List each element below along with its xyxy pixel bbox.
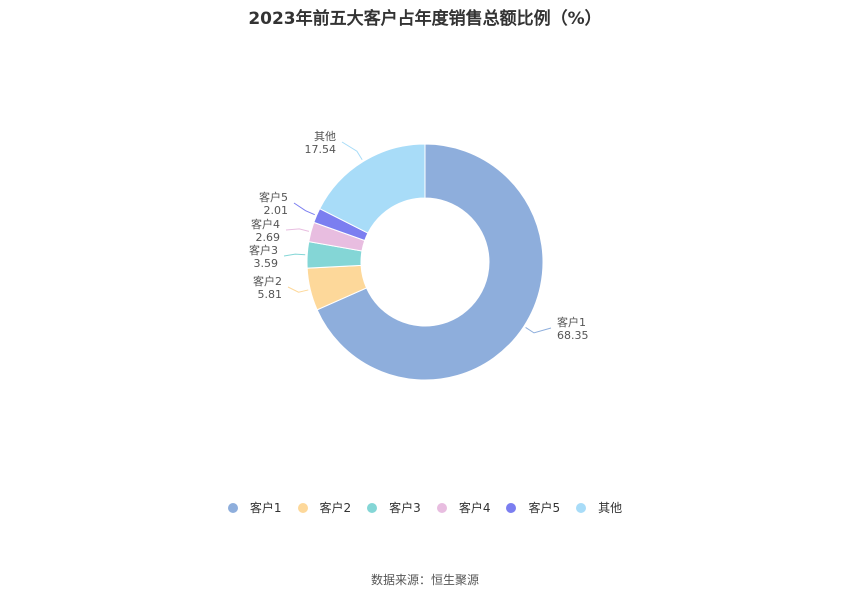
legend: 客户1 客户2 客户3 客户4 客户5 其他 <box>0 499 850 516</box>
legend-item-1[interactable]: 客户1 <box>227 499 282 516</box>
legend-label: 客户3 <box>389 501 421 515</box>
legend-item-4[interactable]: 客户4 <box>436 499 491 516</box>
legend-label: 客户5 <box>528 501 561 515</box>
legend-label: 客户1 <box>249 501 282 515</box>
legend-label: 客户2 <box>319 501 352 515</box>
legend-dot-icon <box>297 502 308 513</box>
legend-dot-icon <box>506 502 517 513</box>
slice-label-name-2: 客户2 <box>253 274 282 288</box>
legend-item-2[interactable]: 客户2 <box>297 499 352 516</box>
leader-line-5 <box>293 202 315 216</box>
slice-label-value-3: 3.59 <box>254 257 279 270</box>
slice-label-name-1: 客户1 <box>557 315 586 329</box>
legend-item-3[interactable]: 客户3 <box>367 499 421 516</box>
data-source: 数据来源：恒生聚源 <box>370 573 479 587</box>
slice-label-value-5: 2.01 <box>264 204 289 217</box>
slice-label-name-4: 客户4 <box>251 217 280 231</box>
legend-dot-icon <box>367 502 378 513</box>
leader-line-3 <box>283 253 306 257</box>
slice-label-value-6: 17.54 <box>305 143 337 156</box>
leader-line-6 <box>341 141 363 161</box>
legend-label: 其他 <box>598 501 623 515</box>
legend-dot-icon <box>576 502 587 513</box>
legend-label: 客户4 <box>458 501 491 515</box>
slice-label-name-5: 客户5 <box>259 190 288 204</box>
slice-label-name-3: 客户3 <box>249 243 278 257</box>
legend-dot-icon <box>436 502 447 513</box>
slice-label-value-2: 5.81 <box>258 288 283 301</box>
leader-line-4 <box>285 228 310 232</box>
slice-label-value-1: 68.35 <box>557 329 589 342</box>
slice-label-name-6: 其他 <box>314 130 336 143</box>
legend-dot-icon <box>227 502 238 513</box>
legend-item-5[interactable]: 客户5 <box>506 499 560 516</box>
slice-label-value-4: 2.69 <box>256 231 281 244</box>
leader-line-2 <box>287 286 309 293</box>
chart-title: 2023年前五大客户占年度销售总额比例（%） <box>248 9 602 29</box>
slice-1[interactable] <box>316 143 544 381</box>
leader-line-1 <box>525 327 552 334</box>
slice-6[interactable] <box>319 143 426 234</box>
legend-item-6[interactable]: 其他 <box>576 499 622 516</box>
